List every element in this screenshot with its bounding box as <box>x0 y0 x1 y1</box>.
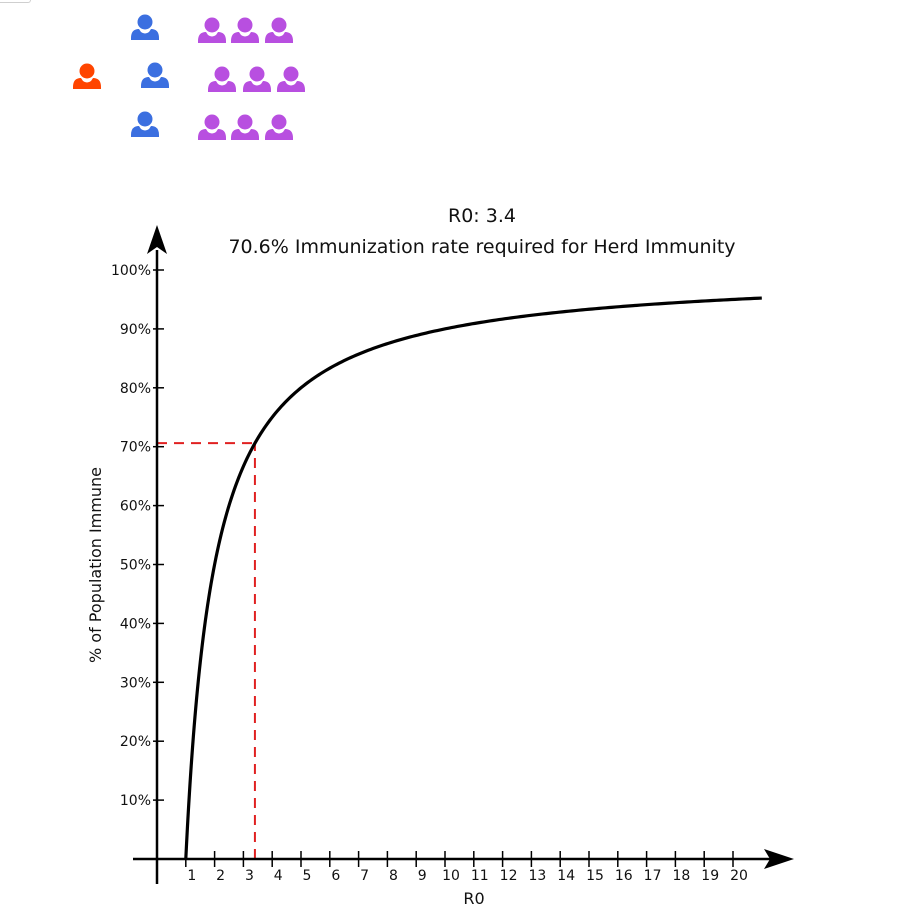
x-axis-arrow <box>764 849 794 869</box>
y-tick-label: 30% <box>120 675 151 691</box>
x-tick-label: 3 <box>245 868 254 884</box>
herd-immunity-curve <box>184 296 762 860</box>
secondary-person-icon <box>231 17 259 43</box>
x-tick-label: 9 <box>418 868 427 884</box>
y-tick-label: 60% <box>120 499 151 515</box>
x-tick-label: 15 <box>586 868 604 884</box>
secondary-person-icon <box>277 66 305 92</box>
x-tick-label: 5 <box>303 868 312 884</box>
x-tick-label: 20 <box>730 868 748 884</box>
x-tick-label: 1 <box>187 868 196 884</box>
x-tick-label: 10 <box>442 868 460 884</box>
chart-subtitle: 70.6% Immunization rate required for Her… <box>228 236 735 258</box>
contact-person-icon <box>141 62 169 88</box>
secondary-person-icon <box>208 66 236 92</box>
y-tick-label: 100% <box>111 263 151 279</box>
contact-person-icon <box>131 111 159 137</box>
chart-title: R0: 3.4 <box>448 205 516 227</box>
x-tick-label: 13 <box>528 868 546 884</box>
x-tick-label: 17 <box>644 868 662 884</box>
x-tick-label: 12 <box>500 868 518 884</box>
infected-person-icon <box>73 63 101 89</box>
y-tick-label: 20% <box>120 734 151 750</box>
x-tick-label: 2 <box>216 868 225 884</box>
x-tick-label: 19 <box>701 868 719 884</box>
corner-tab <box>0 0 31 3</box>
secondary-person-icon <box>265 17 293 43</box>
y-tick-label: 50% <box>120 558 151 574</box>
x-tick-label: 6 <box>331 868 340 884</box>
x-tick-label: 14 <box>557 868 575 884</box>
secondary-person-icon <box>198 114 226 140</box>
x-tick-label: 7 <box>360 868 369 884</box>
contact-person-icon <box>131 14 159 40</box>
y-axis-ticks: 10% 20% 30% 40% 50% 60% 70% 80% 90% 100% <box>111 263 164 809</box>
x-tick-label: 8 <box>389 868 398 884</box>
y-axis-label: % of Population Immune <box>86 467 105 663</box>
y-tick-label: 40% <box>120 616 151 632</box>
x-axis-ticks: 1 2 3 4 5 6 7 8 9 10 11 12 13 14 15 16 17 18 19 20 <box>185 851 748 884</box>
y-tick-label: 90% <box>120 322 151 338</box>
x-tick-label: 16 <box>615 868 633 884</box>
x-tick-label: 4 <box>274 868 283 884</box>
axes <box>133 225 794 884</box>
x-axis-label: R0 <box>463 889 484 908</box>
secondary-person-icon <box>198 17 226 43</box>
threshold-guide-lines <box>156 442 256 860</box>
secondary-person-icon <box>243 66 271 92</box>
secondary-person-icon <box>231 114 259 140</box>
x-tick-label: 18 <box>672 868 690 884</box>
y-axis-arrow <box>147 225 167 254</box>
transmission-illustration <box>73 14 305 140</box>
x-tick-label: 11 <box>471 868 489 884</box>
secondary-person-icon <box>265 114 293 140</box>
y-tick-label: 10% <box>120 793 151 809</box>
y-tick-label: 70% <box>120 440 151 456</box>
y-tick-label: 80% <box>120 381 151 397</box>
